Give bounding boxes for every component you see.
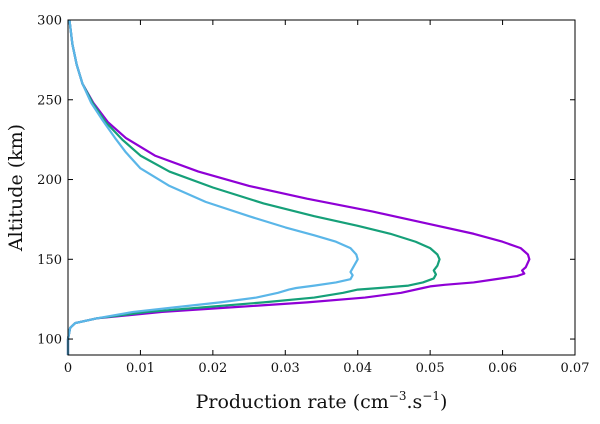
y-tick-label: 150 — [37, 253, 62, 268]
x-axis-label-part: Production rate (cm — [196, 391, 389, 413]
series-layer — [66, 19, 531, 355]
x-axis-label-part: ) — [440, 391, 447, 413]
y-tick-label: 250 — [37, 93, 62, 108]
x-tick-label: 0.03 — [271, 361, 300, 376]
x-tick-label: 0 — [64, 361, 72, 376]
x-tick-label: 0.07 — [561, 361, 590, 376]
series-line-1 — [66, 19, 531, 355]
x-tick-label: 0.06 — [488, 361, 517, 376]
y-tick-label: 100 — [37, 333, 62, 348]
x-axis-label-exponent: −3 — [389, 389, 407, 403]
x-tick-label: 0.01 — [126, 361, 155, 376]
y-axis-label: Altitude (km) — [5, 124, 27, 252]
series-line-3 — [66, 19, 359, 355]
series-line-2 — [66, 19, 441, 355]
tick-layer: 0 0.01 0.02 0.03 0.04 0.05 0.06 0.07 100 150 200 25… — [37, 14, 589, 377]
x-axis-label-part: .s — [406, 391, 422, 413]
x-tick-label: 0.05 — [416, 361, 445, 376]
x-axis-label: Production rate (cm−3.s−1) — [196, 389, 448, 413]
x-tick-label: 0.02 — [198, 361, 227, 376]
y-tick-label: 200 — [37, 173, 62, 188]
plot-area-frame — [67, 19, 576, 356]
x-axis-label-exponent: −1 — [422, 389, 440, 403]
x-tick-label: 0.04 — [343, 361, 372, 376]
y-tick-label: 300 — [37, 14, 62, 29]
